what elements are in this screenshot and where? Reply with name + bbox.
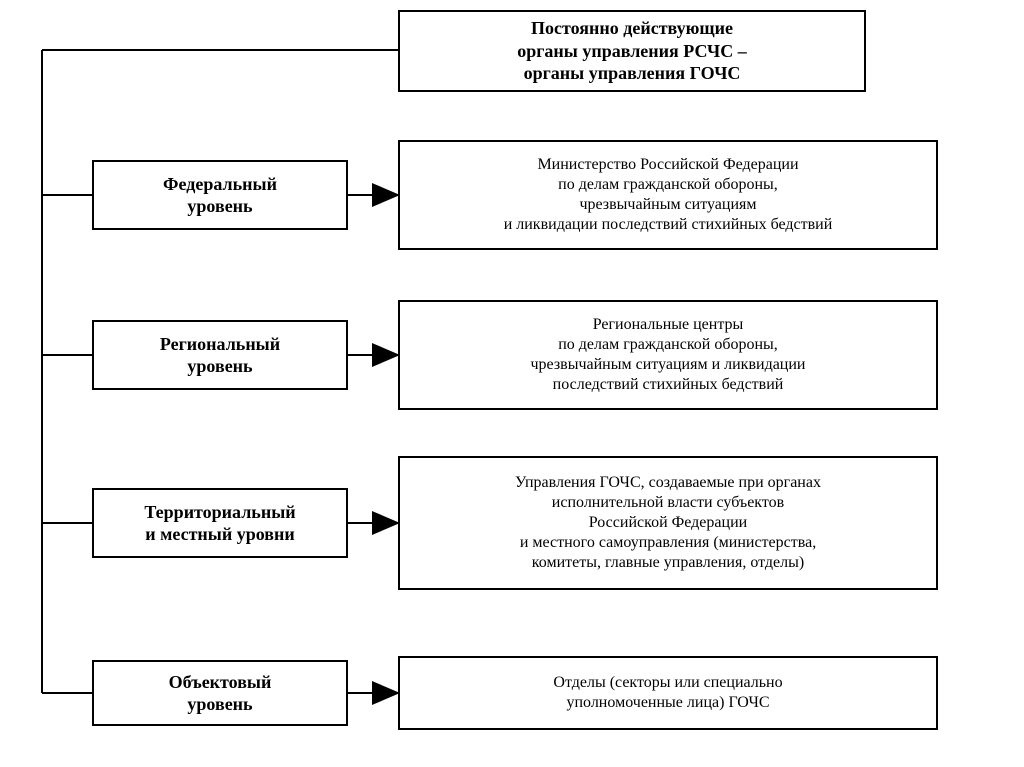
level-box: Территориальныйи местный уровни: [92, 488, 348, 558]
detail-text: Отделы (секторы или специальноуполномоче…: [553, 673, 782, 713]
detail-text: Управления ГОЧС, создаваемые при органах…: [515, 473, 821, 573]
level-box: Региональныйуровень: [92, 320, 348, 390]
title-line: органы управления ГОЧС: [517, 62, 747, 85]
detail-text: Министерство Российской Федерациипо дела…: [504, 155, 833, 235]
detail-box: Управления ГОЧС, создаваемые при органах…: [398, 456, 938, 590]
title-box: Постоянно действующиеорганы управления Р…: [398, 10, 866, 92]
title-line: Постоянно действующие: [517, 17, 747, 40]
level-box: Объектовыйуровень: [92, 660, 348, 726]
detail-box: Региональные центрыпо делам гражданской …: [398, 300, 938, 410]
detail-box: Министерство Российской Федерациипо дела…: [398, 140, 938, 250]
level-label: Региональныйуровень: [160, 333, 280, 378]
title-line: органы управления РСЧС –: [517, 40, 747, 63]
level-box: Федеральныйуровень: [92, 160, 348, 230]
level-label: Территориальныйи местный уровни: [144, 501, 295, 546]
level-label: Федеральныйуровень: [163, 173, 277, 218]
detail-text: Региональные центрыпо делам гражданской …: [531, 315, 806, 395]
level-label: Объектовыйуровень: [169, 671, 272, 716]
detail-box: Отделы (секторы или специальноуполномоче…: [398, 656, 938, 730]
title-text: Постоянно действующиеорганы управления Р…: [517, 17, 747, 85]
